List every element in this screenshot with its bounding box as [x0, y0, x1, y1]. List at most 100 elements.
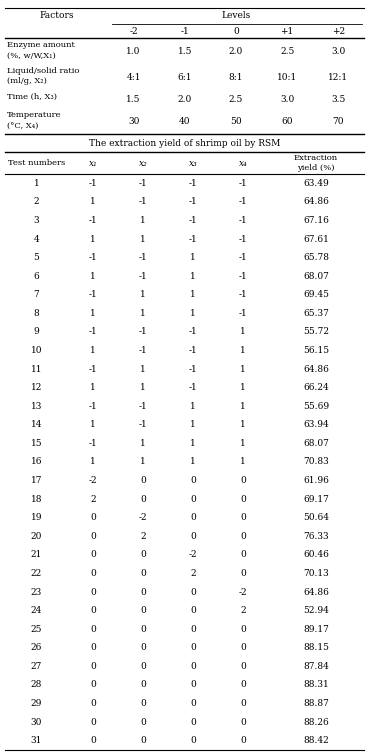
Text: -1: -1: [239, 234, 247, 243]
Text: 0: 0: [90, 569, 96, 578]
Text: x₄: x₄: [239, 159, 247, 168]
Text: 0: 0: [190, 624, 196, 634]
Text: 0: 0: [140, 494, 146, 503]
Text: 1: 1: [140, 364, 146, 373]
Text: 0: 0: [140, 624, 146, 634]
Text: 27: 27: [31, 662, 42, 671]
Text: 0: 0: [90, 550, 96, 559]
Text: -1: -1: [189, 197, 197, 206]
Text: 2.0: 2.0: [229, 47, 243, 55]
Text: 0: 0: [240, 624, 246, 634]
Text: 55.72: 55.72: [303, 327, 329, 336]
Text: 0: 0: [240, 699, 246, 708]
Text: -1: -1: [89, 439, 97, 448]
Text: 0: 0: [190, 494, 196, 503]
Text: 1.0: 1.0: [127, 47, 141, 55]
Text: 0: 0: [240, 643, 246, 652]
Text: 1: 1: [34, 178, 39, 187]
Text: 1: 1: [240, 457, 246, 466]
Text: 88.42: 88.42: [303, 736, 329, 745]
Text: -1: -1: [139, 197, 147, 206]
Text: 64.86: 64.86: [303, 587, 329, 596]
Text: 68.07: 68.07: [303, 439, 329, 448]
Text: 11: 11: [31, 364, 42, 373]
Text: 0: 0: [90, 587, 96, 596]
Text: 1: 1: [140, 457, 146, 466]
Text: 76.33: 76.33: [303, 531, 329, 541]
Text: 0: 0: [240, 717, 246, 727]
Text: 56.15: 56.15: [303, 346, 329, 355]
Text: +2: +2: [332, 26, 345, 36]
Text: 2: 2: [140, 531, 146, 541]
Text: 8:1: 8:1: [229, 73, 243, 82]
Text: 60.46: 60.46: [303, 550, 329, 559]
Text: -1: -1: [89, 364, 97, 373]
Text: 61.96: 61.96: [303, 476, 329, 485]
Text: 1: 1: [140, 290, 146, 299]
Text: 1: 1: [140, 216, 146, 225]
Text: 0: 0: [240, 662, 246, 671]
Text: 1.5: 1.5: [177, 47, 192, 55]
Text: Extraction
yield (%): Extraction yield (%): [294, 154, 338, 172]
Text: 3: 3: [34, 216, 39, 225]
Text: -1: -1: [89, 401, 97, 411]
Text: 1: 1: [190, 253, 196, 262]
Text: 1: 1: [240, 401, 246, 411]
Text: 70: 70: [332, 116, 344, 125]
Text: x₂: x₂: [139, 159, 147, 168]
Text: -1: -1: [89, 327, 97, 336]
Text: 68.07: 68.07: [303, 271, 329, 280]
Text: -1: -1: [189, 383, 197, 392]
Text: 30: 30: [128, 116, 139, 125]
Text: 25: 25: [31, 624, 42, 634]
Text: 0: 0: [190, 736, 196, 745]
Text: 63.94: 63.94: [303, 420, 329, 429]
Text: 70.83: 70.83: [303, 457, 329, 466]
Text: 64.86: 64.86: [303, 364, 329, 373]
Text: 0: 0: [190, 587, 196, 596]
Text: 0: 0: [233, 26, 239, 36]
Text: 1: 1: [240, 439, 246, 448]
Text: 6:1: 6:1: [177, 73, 192, 82]
Text: -1: -1: [239, 309, 247, 318]
Text: x₃: x₃: [189, 159, 197, 168]
Text: 40: 40: [179, 116, 190, 125]
Text: 1: 1: [240, 383, 246, 392]
Text: 0: 0: [140, 736, 146, 745]
Text: -1: -1: [189, 346, 197, 355]
Text: 0: 0: [90, 736, 96, 745]
Text: 0: 0: [190, 662, 196, 671]
Text: -1: -1: [139, 420, 147, 429]
Text: 1: 1: [90, 197, 96, 206]
Text: 1: 1: [190, 401, 196, 411]
Text: 1: 1: [190, 420, 196, 429]
Text: 4: 4: [34, 234, 39, 243]
Text: 0: 0: [90, 606, 96, 615]
Text: -1: -1: [239, 253, 247, 262]
Text: -1: -1: [239, 178, 247, 187]
Text: 1: 1: [90, 346, 96, 355]
Text: 0: 0: [140, 476, 146, 485]
Text: 23: 23: [31, 587, 42, 596]
Text: 89.17: 89.17: [303, 624, 329, 634]
Text: 2: 2: [240, 606, 246, 615]
Text: -2: -2: [139, 513, 147, 522]
Text: 0: 0: [140, 569, 146, 578]
Text: 0: 0: [190, 513, 196, 522]
Text: -1: -1: [89, 290, 97, 299]
Text: 1: 1: [90, 309, 96, 318]
Text: -1: -1: [189, 216, 197, 225]
Text: 28: 28: [31, 680, 42, 689]
Text: 2: 2: [90, 494, 96, 503]
Text: 87.84: 87.84: [303, 662, 329, 671]
Text: 0: 0: [140, 643, 146, 652]
Text: 52.94: 52.94: [303, 606, 329, 615]
Text: 22: 22: [31, 569, 42, 578]
Text: -1: -1: [239, 216, 247, 225]
Text: -1: -1: [139, 271, 147, 280]
Text: 1: 1: [90, 383, 96, 392]
Text: -1: -1: [189, 178, 197, 187]
Text: 66.24: 66.24: [303, 383, 329, 392]
Text: 0: 0: [190, 699, 196, 708]
Text: 69.45: 69.45: [303, 290, 329, 299]
